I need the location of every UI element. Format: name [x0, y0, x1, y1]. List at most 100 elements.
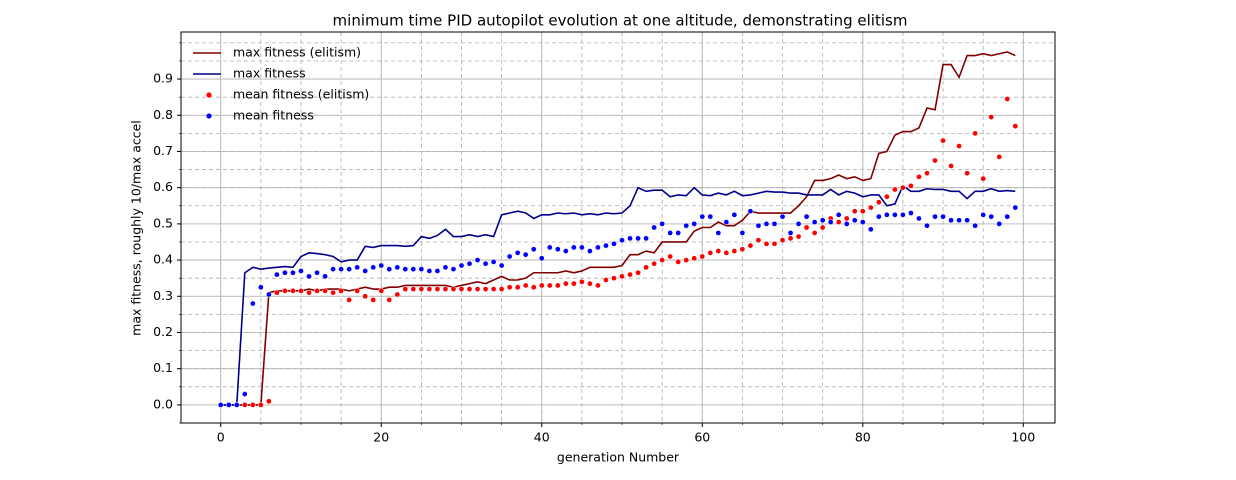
data-point	[330, 289, 336, 296]
data-point	[948, 163, 954, 169]
data-point	[771, 240, 778, 247]
data-point	[490, 286, 497, 292]
legend-label: max fitness	[233, 66, 306, 81]
data-point	[811, 230, 818, 236]
data-point	[579, 278, 585, 285]
data-point	[683, 222, 690, 229]
data-point	[241, 402, 248, 408]
data-point	[458, 262, 465, 269]
data-point	[442, 264, 449, 271]
data-point	[859, 208, 866, 215]
data-point	[402, 286, 409, 292]
y-tick-label: 0.1	[153, 360, 173, 375]
data-point	[851, 217, 858, 224]
data-point	[916, 215, 922, 222]
data-point	[715, 230, 722, 236]
y-tick-label: 0.9	[153, 71, 173, 86]
data-point	[546, 244, 553, 251]
data-point	[266, 398, 272, 405]
data-point	[843, 215, 850, 222]
y-tick-label: 0.6	[153, 179, 173, 194]
data-point	[819, 217, 826, 224]
data-point	[627, 235, 633, 242]
data-point	[338, 266, 344, 272]
data-point	[418, 266, 425, 272]
data-point	[956, 217, 962, 224]
data-point	[1004, 213, 1011, 220]
data-point	[908, 183, 914, 189]
data-point	[787, 230, 794, 236]
data-point	[603, 242, 609, 249]
data-point	[450, 286, 457, 292]
data-point	[506, 284, 513, 291]
data-point	[948, 217, 954, 224]
data-point	[241, 391, 248, 397]
data-point	[924, 222, 930, 229]
data-point	[266, 291, 272, 298]
data-point	[811, 219, 818, 225]
data-point	[538, 255, 545, 262]
data-point	[779, 237, 786, 244]
x-axis-label: generation Number	[557, 450, 680, 465]
data-point	[1004, 96, 1011, 102]
data-point	[675, 230, 682, 236]
data-point	[803, 224, 810, 231]
data-point	[964, 217, 970, 224]
data-point	[233, 402, 240, 408]
data-point	[217, 402, 224, 408]
data-point	[306, 289, 312, 296]
data-point	[362, 293, 369, 300]
data-point	[940, 213, 946, 220]
y-axis-label: max fitness, roughly 10/max accel	[129, 120, 144, 336]
data-point	[290, 269, 296, 276]
data-point	[972, 222, 978, 229]
data-point	[956, 143, 962, 149]
data-point	[627, 271, 633, 278]
data-point	[450, 266, 457, 272]
data-point	[635, 235, 641, 242]
data-point	[562, 280, 569, 287]
data-point	[619, 273, 625, 280]
data-point	[587, 280, 593, 287]
data-point	[386, 266, 393, 272]
data-point	[747, 242, 754, 249]
x-tick-label: 20	[373, 430, 389, 445]
data-point	[996, 154, 1003, 160]
data-point	[675, 259, 682, 265]
data-point	[667, 253, 674, 260]
data-point	[707, 249, 714, 256]
legend-marker	[206, 113, 212, 119]
data-point	[426, 268, 433, 274]
data-point	[723, 219, 730, 225]
data-point	[314, 288, 320, 294]
data-point	[892, 186, 898, 193]
data-point	[410, 266, 417, 272]
y-tick-label: 0.7	[153, 143, 173, 158]
data-point	[298, 288, 304, 294]
x-tick-label: 100	[1011, 430, 1035, 445]
data-point	[707, 213, 714, 220]
data-point	[386, 297, 393, 303]
data-point	[611, 275, 617, 282]
data-point	[306, 273, 312, 280]
data-point	[819, 224, 826, 231]
data-point	[490, 259, 497, 265]
legend-label: mean fitness (elitism)	[233, 87, 369, 102]
data-point	[434, 286, 441, 292]
data-point	[739, 246, 746, 253]
data-point	[530, 246, 537, 253]
data-point	[482, 260, 489, 267]
data-point	[787, 235, 794, 242]
data-point	[442, 286, 449, 292]
data-point	[940, 137, 946, 144]
data-point	[779, 213, 786, 220]
data-point	[996, 221, 1003, 227]
data-point	[619, 237, 625, 244]
data-point	[587, 248, 593, 254]
data-point	[763, 240, 770, 247]
data-point	[739, 230, 746, 236]
data-point	[338, 288, 344, 294]
data-point	[755, 237, 762, 244]
data-point	[1012, 204, 1019, 211]
data-point	[554, 246, 561, 253]
